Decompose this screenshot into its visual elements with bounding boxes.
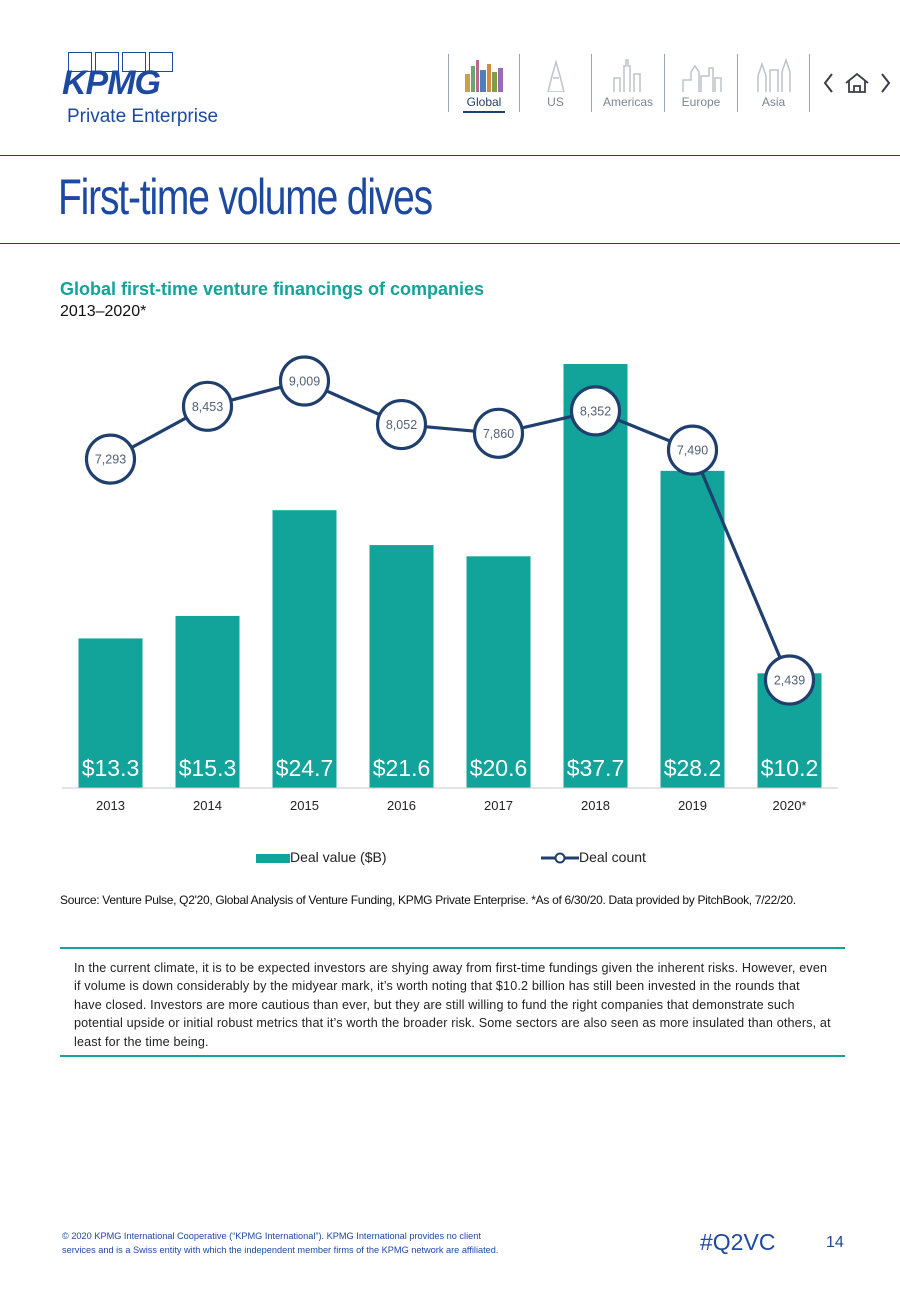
nav-label: Europe: [681, 95, 721, 109]
nav-asia[interactable]: Asia: [737, 54, 810, 112]
x-tick-label: 2014: [193, 798, 222, 813]
kpmg-logo: KPMG: [62, 64, 161, 102]
legend-label: Deal value ($B): [290, 849, 387, 865]
bar-value-label: $21.6: [373, 755, 431, 781]
us-skyline-icon: [546, 59, 565, 92]
commentary-text: In the current climate, it is to be expe…: [74, 961, 831, 1049]
bar-deal-value: [660, 470, 725, 788]
asia-skyline-icon: [756, 57, 791, 92]
bar-deal-value: [175, 615, 240, 788]
deal-count-point: [569, 385, 622, 437]
kpmg-logo-boxes: [68, 52, 178, 74]
global-skyline-icon: [465, 60, 503, 92]
bar-value-label: $28.2: [664, 755, 722, 781]
legend-line-swatch: [541, 852, 579, 864]
header-divider: [0, 155, 900, 156]
deal-count-label: 7,490: [677, 444, 708, 458]
bar-deal-value: [78, 638, 143, 788]
copyright-line: © 2020 KPMG International Cooperative (“…: [62, 1231, 481, 1241]
page-title: First-time volume dives: [58, 169, 433, 225]
nav-label: Asia: [761, 95, 786, 109]
deal-count-point: [84, 433, 137, 485]
deal-chart: $13.3 $15.3 $24.7 $21.6 $20.6 $37.7 $28.2 $10.2…: [62, 355, 838, 813]
nav-europe[interactable]: Europe: [664, 54, 737, 112]
x-tick-label: 2017: [484, 798, 513, 813]
deal-count-label: 2,439: [774, 674, 805, 688]
bar-value-label: $37.7: [567, 755, 625, 781]
x-tick-label: 2015: [290, 798, 319, 813]
bar-value-label: $24.7: [276, 755, 334, 781]
home-icon[interactable]: [845, 72, 869, 93]
x-tick-label: 2019: [678, 798, 707, 813]
europe-skyline-icon: [682, 64, 722, 92]
nav-label: US: [547, 95, 564, 109]
deal-count-point: [763, 654, 816, 706]
nav-label: Americas: [602, 95, 653, 109]
deal-count-point: [472, 407, 525, 459]
bar-value-label: $20.6: [470, 755, 528, 781]
bar-value-label: $10.2: [761, 755, 819, 781]
hashtag: #Q2VC: [700, 1229, 776, 1255]
deal-count-label: 7,860: [483, 427, 514, 441]
nav-us[interactable]: US: [519, 54, 591, 112]
x-tick-label: 2020*: [773, 798, 807, 813]
prev-page-icon[interactable]: [823, 73, 833, 93]
nav-americas[interactable]: Americas: [591, 54, 664, 112]
bar-value-label: $15.3: [179, 755, 237, 781]
bar-deal-value: [466, 556, 531, 788]
nav-label: Global: [463, 95, 505, 113]
deal-count-label: 8,352: [580, 404, 611, 418]
page-number: 14: [826, 1234, 844, 1251]
x-tick-label: 2013: [96, 798, 125, 813]
x-tick-label: 2018: [581, 798, 610, 813]
deal-count-point: [181, 380, 234, 432]
title-divider: [0, 243, 900, 244]
deal-count-label: 8,052: [386, 418, 417, 432]
deal-count-label: 9,009: [289, 375, 320, 389]
deal-count-point: [666, 424, 719, 476]
chart-title: Global first-time venture financings of …: [60, 279, 485, 299]
commentary-box: In the current climate, it is to be expe…: [60, 947, 845, 1057]
chart-subtitle: 2013–2020*: [60, 303, 147, 320]
bar-deal-value: [369, 545, 434, 788]
next-page-icon[interactable]: [881, 73, 891, 93]
legend-deal-count: Deal count: [541, 849, 646, 865]
americas-skyline-icon: [613, 59, 641, 92]
copyright-line: services and is a Swiss entity with whic…: [62, 1245, 499, 1255]
nav-arrows: [823, 72, 891, 93]
copyright-footer: © 2020 KPMG International Cooperative (“…: [62, 1229, 498, 1257]
legend-label: Deal count: [579, 849, 646, 865]
deal-count-label: 7,293: [95, 453, 126, 467]
legend-bar-swatch: [256, 853, 290, 863]
nav-global[interactable]: Global: [448, 54, 519, 113]
deal-count-point: [375, 398, 428, 451]
logo-subtitle: Private Enterprise: [67, 106, 219, 127]
deal-count-point: [278, 355, 331, 407]
bar-value-label: $13.3: [82, 755, 140, 781]
deal-count-label: 8,453: [192, 400, 223, 414]
x-tick-label: 2016: [387, 798, 416, 813]
bar-deal-value: [272, 510, 337, 788]
source-note: Source: Venture Pulse, Q2'20, Global Ana…: [60, 893, 796, 907]
legend-deal-value: Deal value ($B): [256, 849, 387, 865]
